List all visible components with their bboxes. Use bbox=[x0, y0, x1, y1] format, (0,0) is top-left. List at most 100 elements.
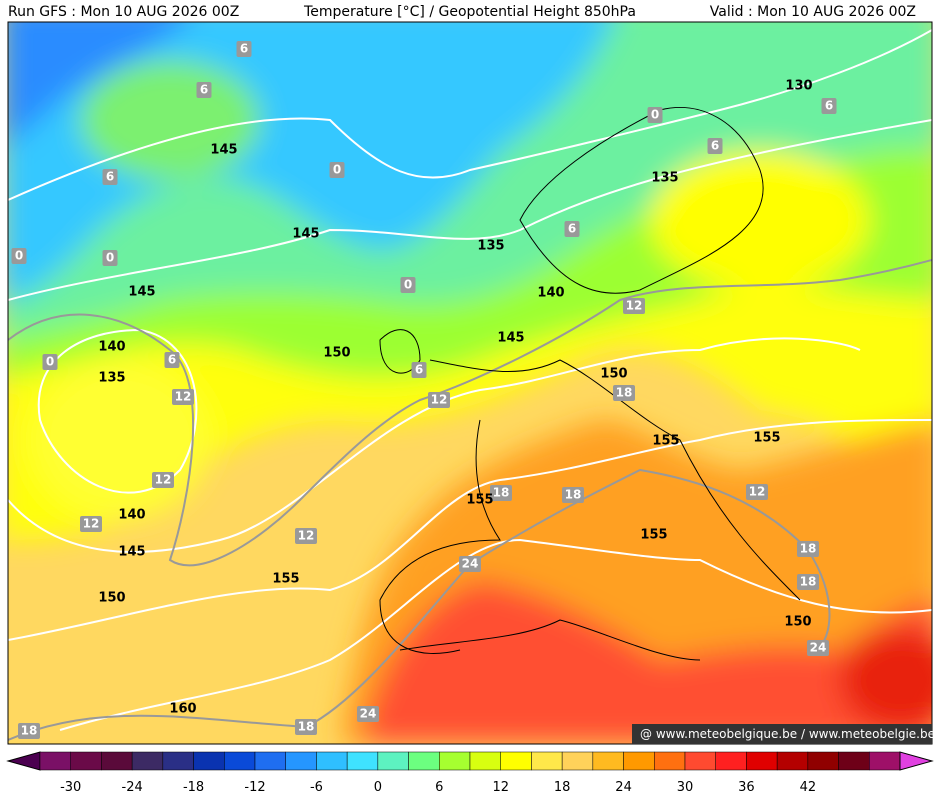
height-label: 145 bbox=[118, 545, 145, 560]
temp-label: 24 bbox=[360, 707, 377, 721]
height-label: 155 bbox=[753, 431, 780, 446]
colorbar-segment bbox=[531, 751, 563, 771]
temp-label: 12 bbox=[626, 299, 643, 313]
colorbar-segment bbox=[684, 751, 716, 771]
temp-label-bg bbox=[102, 169, 118, 185]
temp-label-bg bbox=[707, 138, 723, 154]
temp-label-bg bbox=[400, 277, 416, 293]
colorbar-segment bbox=[592, 751, 624, 771]
temp-label: 18 bbox=[493, 486, 510, 500]
temp-label-bg bbox=[164, 352, 180, 368]
temp-label: 24 bbox=[462, 557, 479, 571]
colorbar-label: -18 bbox=[183, 780, 204, 795]
temp-label-bg bbox=[647, 107, 663, 123]
colorbar-segment bbox=[39, 751, 71, 771]
height-label: 135 bbox=[98, 371, 125, 386]
colorbar-segment bbox=[654, 751, 686, 771]
colorbar-segment bbox=[131, 751, 164, 771]
temp-label: 6 bbox=[240, 42, 248, 56]
colorbar-label: 0 bbox=[374, 780, 382, 795]
temp-label-bg bbox=[152, 472, 174, 488]
temp-label: 0 bbox=[106, 251, 114, 265]
height-label: 155 bbox=[652, 434, 679, 449]
temp-label: 6 bbox=[568, 222, 576, 236]
run-label: Run GFS : Mon 10 AUG 2026 00Z bbox=[8, 4, 239, 20]
colorbar-segment bbox=[838, 751, 870, 771]
colorbar-segment bbox=[869, 751, 901, 771]
colorbar-label: 24 bbox=[615, 780, 632, 795]
temp-label-bg bbox=[357, 706, 379, 722]
temp-label-bg bbox=[562, 487, 584, 503]
temp-label: 18 bbox=[800, 542, 817, 556]
temp-label-bg bbox=[411, 362, 427, 378]
colorbar-segment bbox=[346, 751, 379, 771]
map bbox=[8, 22, 932, 744]
temp-label: 6 bbox=[200, 83, 208, 97]
colorbar-label: -30 bbox=[60, 780, 81, 795]
temp-label: 6 bbox=[415, 363, 423, 377]
colorbar-label: 18 bbox=[554, 780, 571, 795]
height-label: 135 bbox=[477, 239, 504, 254]
colorbar-label: -6 bbox=[310, 780, 323, 795]
height-label: 160 bbox=[169, 702, 196, 717]
height-label: 145 bbox=[497, 331, 524, 346]
height-label: 140 bbox=[98, 340, 125, 355]
colorbar-segment bbox=[254, 751, 286, 771]
temp-label: 12 bbox=[749, 485, 766, 499]
colorbar-label: 12 bbox=[492, 780, 509, 795]
temp-label-bg bbox=[428, 392, 450, 408]
colorbar-segment bbox=[193, 751, 225, 771]
height-label: 145 bbox=[292, 227, 319, 242]
height-label: 145 bbox=[128, 285, 155, 300]
temp-label-bg bbox=[236, 41, 252, 57]
colorbar: -30 -24 -18 -12 -6 0 6 12 18 24 30 36 42 bbox=[6, 751, 934, 795]
colorbar-segment bbox=[746, 751, 778, 771]
height-label: 150 bbox=[600, 367, 627, 382]
temp-label: 0 bbox=[333, 163, 341, 177]
temp-label-bg bbox=[623, 298, 645, 314]
map-frame bbox=[7, 21, 933, 745]
temp-label-bg bbox=[807, 640, 829, 656]
map-title: Temperature [°C] / Geopotential Height 8… bbox=[303, 4, 636, 20]
temp-label-bg bbox=[490, 485, 512, 501]
colorbar-segment bbox=[70, 751, 102, 771]
temp-label: 12 bbox=[83, 517, 100, 531]
temp-label: 18 bbox=[298, 720, 315, 734]
colorbar-label: 6 bbox=[435, 780, 443, 795]
colorbar-segment bbox=[807, 751, 839, 771]
temp-label-bg bbox=[102, 250, 118, 266]
temp-label-bg bbox=[11, 248, 27, 264]
colorbar-segment bbox=[561, 751, 594, 771]
temp-label: 18 bbox=[616, 386, 633, 400]
valid-label: Valid : Mon 10 AUG 2026 00Z bbox=[710, 4, 916, 20]
temp-label-bg bbox=[797, 574, 819, 590]
temp-label-bg bbox=[196, 82, 212, 98]
temp-label: 0 bbox=[404, 278, 412, 292]
temp-label: 6 bbox=[711, 139, 719, 153]
colorbar-label: 30 bbox=[677, 780, 694, 795]
temp-label: 18 bbox=[21, 724, 38, 738]
height-label: 150 bbox=[98, 591, 125, 606]
temp-label: 12 bbox=[298, 529, 315, 543]
colorbar-segment bbox=[623, 751, 655, 771]
colorbar-segment bbox=[715, 751, 747, 771]
colorbar-segment bbox=[101, 751, 133, 771]
height-label: 145 bbox=[210, 143, 237, 158]
temp-label-bg bbox=[821, 98, 837, 114]
temp-label-bg bbox=[613, 385, 635, 401]
colorbar-min bbox=[6, 751, 41, 771]
colorbar-segment bbox=[439, 751, 471, 771]
height-label: 155 bbox=[272, 572, 299, 587]
temp-label-bg bbox=[564, 221, 580, 237]
temp-label-bg bbox=[329, 162, 345, 178]
temp-label: 12 bbox=[431, 393, 448, 407]
temp-label: 24 bbox=[810, 641, 827, 655]
colorbar-segment bbox=[285, 751, 317, 771]
height-label: 155 bbox=[640, 528, 667, 543]
colorbar-segment bbox=[224, 751, 256, 771]
temp-label: 0 bbox=[651, 108, 659, 122]
height-label: 155 bbox=[466, 493, 493, 508]
temp-label-bg bbox=[459, 556, 481, 572]
watermark-bg bbox=[632, 724, 932, 744]
